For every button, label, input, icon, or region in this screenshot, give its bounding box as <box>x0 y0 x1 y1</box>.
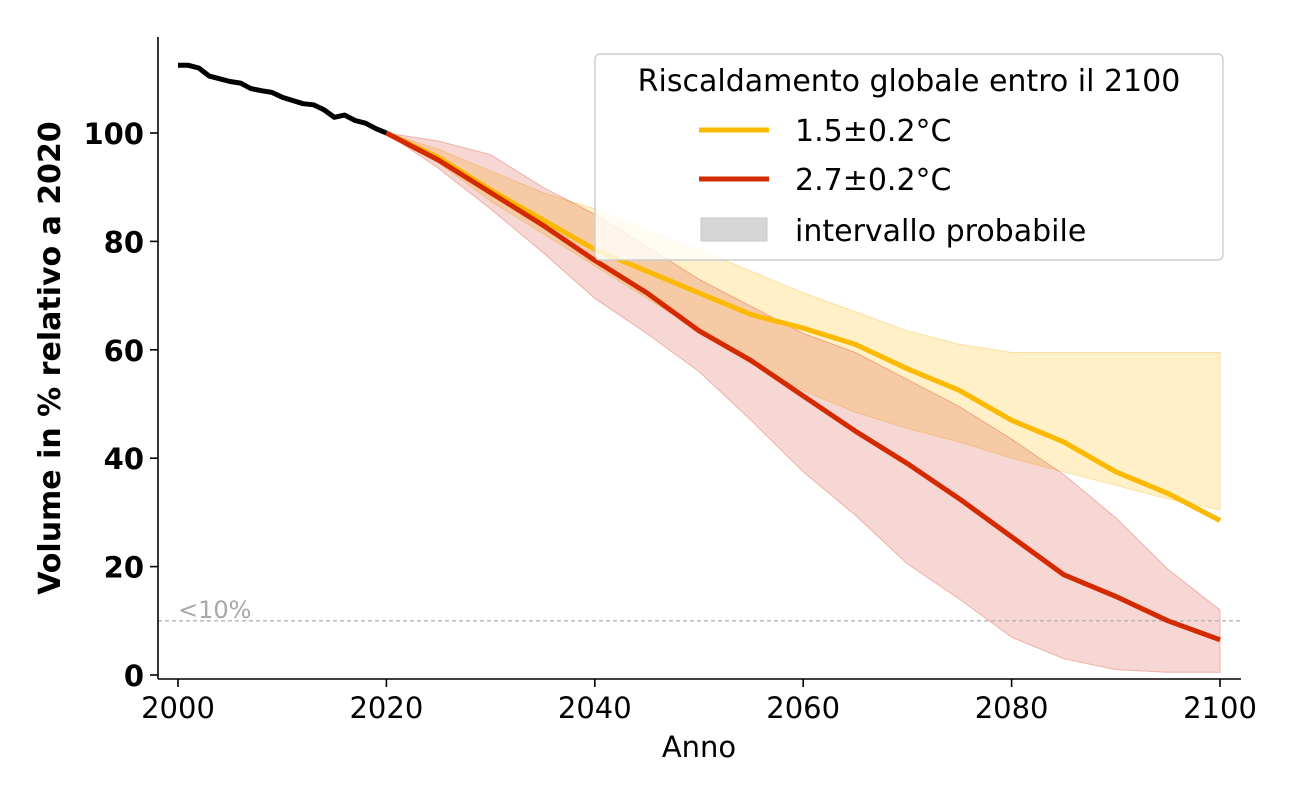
x-ticks: 2000 2020 2040 2060 2080 2100 <box>141 679 1257 725</box>
y-tick-label: 0 <box>124 659 144 693</box>
legend-title: Riscaldamento globale entro il 2100 <box>638 64 1181 99</box>
x-tick-label: 2040 <box>558 691 632 725</box>
x-tick-label: 2060 <box>766 691 840 725</box>
y-tick-label: 20 <box>104 551 144 585</box>
legend-label-range: intervallo probabile <box>795 214 1086 249</box>
line-historical <box>178 62 388 136</box>
reference-line-label: <10% <box>178 596 251 624</box>
line-1-5c <box>385 130 1222 523</box>
x-tick-label: 2100 <box>1183 691 1257 725</box>
y-axis-label: Volume in % relativo a 2020 <box>33 121 68 595</box>
series-lines <box>178 62 1222 643</box>
y-tick-label: 60 <box>104 334 144 368</box>
legend-frame <box>594 53 1224 261</box>
x-axis-label: Anno <box>662 730 736 764</box>
legend-label-2-7c: 2.7±0.2°C <box>795 163 952 198</box>
line-2-7c <box>385 130 1221 643</box>
legend-label-1-5c: 1.5±0.2°C <box>795 114 952 149</box>
x-tick-label: 2000 <box>141 691 215 725</box>
legend: Riscaldamento globale entro il 2100 1.5±… <box>594 53 1224 261</box>
x-tick-label: 2020 <box>349 691 423 725</box>
x-tick-label: 2080 <box>975 691 1049 725</box>
axes <box>157 37 1241 680</box>
legend-swatch-range <box>700 217 768 242</box>
y-tick-label: 40 <box>104 442 144 476</box>
y-tick-label: 100 <box>83 117 144 151</box>
y-ticks: 0 20 40 60 80 100 <box>83 117 158 693</box>
y-tick-label: 80 <box>104 225 144 259</box>
